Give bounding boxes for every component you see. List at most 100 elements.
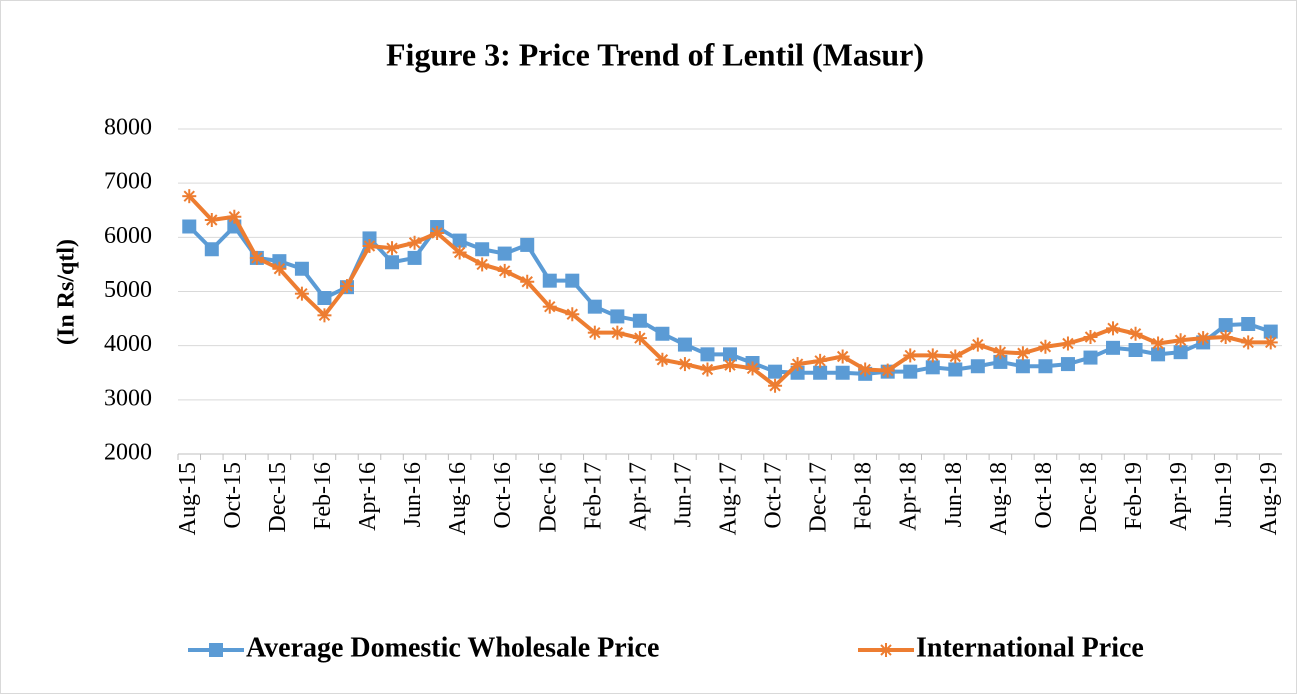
asterisk-stroke bbox=[701, 363, 714, 376]
x-tick-label: Jun-19 bbox=[1211, 462, 1237, 527]
asterisk-stroke bbox=[904, 349, 916, 362]
data-point bbox=[925, 348, 940, 363]
data-point bbox=[497, 263, 512, 278]
data-point bbox=[249, 250, 264, 265]
x-tick-label: Dec-18 bbox=[1076, 462, 1102, 533]
data-point bbox=[768, 364, 783, 379]
x-tick-label: Aug-18 bbox=[986, 462, 1012, 535]
asterisk-stroke bbox=[206, 214, 218, 226]
data-point bbox=[1128, 343, 1143, 357]
data-point bbox=[632, 331, 647, 346]
asterisk-stroke bbox=[1107, 322, 1119, 335]
asterisk-stroke bbox=[1197, 332, 1209, 344]
data-point bbox=[1241, 317, 1256, 331]
data-point bbox=[407, 250, 422, 265]
legend-label: International Price bbox=[916, 632, 1144, 663]
data-point bbox=[587, 299, 602, 314]
x-tick-label: Aug-16 bbox=[445, 462, 471, 535]
data-point bbox=[700, 347, 715, 362]
data-point bbox=[655, 326, 670, 341]
data-point bbox=[520, 237, 535, 252]
asterisk-stroke bbox=[1152, 337, 1164, 350]
y-tick-label: 2000 bbox=[104, 440, 152, 466]
x-tick-label: Apr-16 bbox=[355, 462, 381, 531]
asterisk-stroke bbox=[859, 363, 871, 376]
data-point bbox=[970, 337, 985, 352]
x-tick-label: Oct-17 bbox=[761, 462, 787, 529]
data-point bbox=[587, 325, 602, 340]
asterisk-stroke bbox=[656, 354, 669, 366]
data-point bbox=[1106, 321, 1121, 336]
data-point bbox=[1151, 347, 1166, 362]
asterisk-stroke bbox=[386, 242, 398, 254]
data-point bbox=[723, 347, 737, 362]
x-tick-label: Feb-16 bbox=[310, 462, 336, 530]
data-point bbox=[1173, 345, 1188, 360]
data-point bbox=[610, 309, 625, 324]
data-point bbox=[1196, 331, 1211, 346]
x-tick-label: Apr-17 bbox=[625, 462, 651, 531]
chart-title: Figure 3: Price Trend of Lentil (Masur) bbox=[386, 36, 924, 72]
data-point bbox=[317, 291, 332, 305]
x-tick-label: Oct-18 bbox=[1031, 462, 1057, 529]
data-point bbox=[1263, 324, 1278, 339]
data-point bbox=[1038, 359, 1053, 374]
x-tick-label: Oct-15 bbox=[220, 462, 246, 529]
asterisk-stroke bbox=[882, 364, 894, 377]
data-point bbox=[182, 219, 197, 234]
data-point bbox=[565, 273, 580, 288]
asterisk-stroke bbox=[476, 258, 488, 271]
data-point bbox=[385, 255, 400, 270]
y-axis-label: (In Rs/qtl) bbox=[54, 239, 80, 345]
data-point bbox=[903, 348, 918, 363]
asterisk-stroke bbox=[1242, 336, 1254, 349]
data-point bbox=[407, 235, 422, 250]
data-point bbox=[813, 365, 828, 380]
data-point bbox=[1241, 335, 1256, 350]
x-tick-label: Jun-17 bbox=[670, 462, 696, 527]
data-point bbox=[475, 257, 490, 272]
x-tick-label: Dec-17 bbox=[806, 462, 832, 533]
data-point bbox=[1106, 340, 1121, 355]
data-point bbox=[1015, 346, 1030, 361]
data-point bbox=[723, 358, 737, 373]
data-point bbox=[1218, 318, 1233, 333]
data-point bbox=[362, 239, 377, 253]
data-point bbox=[880, 363, 895, 378]
data-point bbox=[700, 362, 715, 377]
asterisk-stroke bbox=[791, 358, 804, 370]
data-point bbox=[542, 273, 557, 288]
asterisk-stroke bbox=[273, 263, 286, 275]
data-point bbox=[1083, 350, 1098, 365]
x-tick-label: Jun-18 bbox=[941, 462, 967, 527]
x-tick-label: Feb-17 bbox=[580, 462, 606, 530]
y-tick-label: 5000 bbox=[104, 277, 152, 303]
data-point bbox=[993, 345, 1008, 360]
data-point bbox=[993, 354, 1008, 369]
asterisk-stroke bbox=[589, 326, 601, 339]
asterisk-stroke bbox=[453, 246, 466, 259]
x-tick-label: Dec-15 bbox=[265, 462, 291, 533]
asterisk-stroke bbox=[183, 190, 195, 202]
legend-marker bbox=[879, 643, 893, 657]
asterisk-stroke bbox=[408, 237, 421, 249]
asterisk-stroke bbox=[1265, 336, 1277, 349]
asterisk-stroke bbox=[972, 338, 984, 351]
data-point bbox=[497, 246, 512, 261]
data-point bbox=[452, 245, 467, 260]
asterisk-stroke bbox=[1039, 341, 1052, 353]
data-point bbox=[294, 261, 309, 276]
asterisk-stroke bbox=[296, 287, 308, 300]
asterisk-stroke bbox=[318, 309, 331, 322]
x-tick-label: Feb-18 bbox=[851, 462, 877, 530]
asterisk-stroke bbox=[1062, 337, 1074, 350]
data-point bbox=[385, 241, 400, 256]
data-point bbox=[182, 189, 197, 204]
asterisk-stroke bbox=[566, 308, 578, 320]
x-tick-label: Oct-16 bbox=[490, 462, 516, 529]
asterisk-stroke bbox=[927, 349, 939, 362]
data-point bbox=[655, 352, 670, 367]
data-point bbox=[677, 357, 692, 372]
legend-label: Average Domestic Wholesale Price bbox=[246, 632, 659, 663]
asterisk-stroke bbox=[431, 227, 443, 239]
